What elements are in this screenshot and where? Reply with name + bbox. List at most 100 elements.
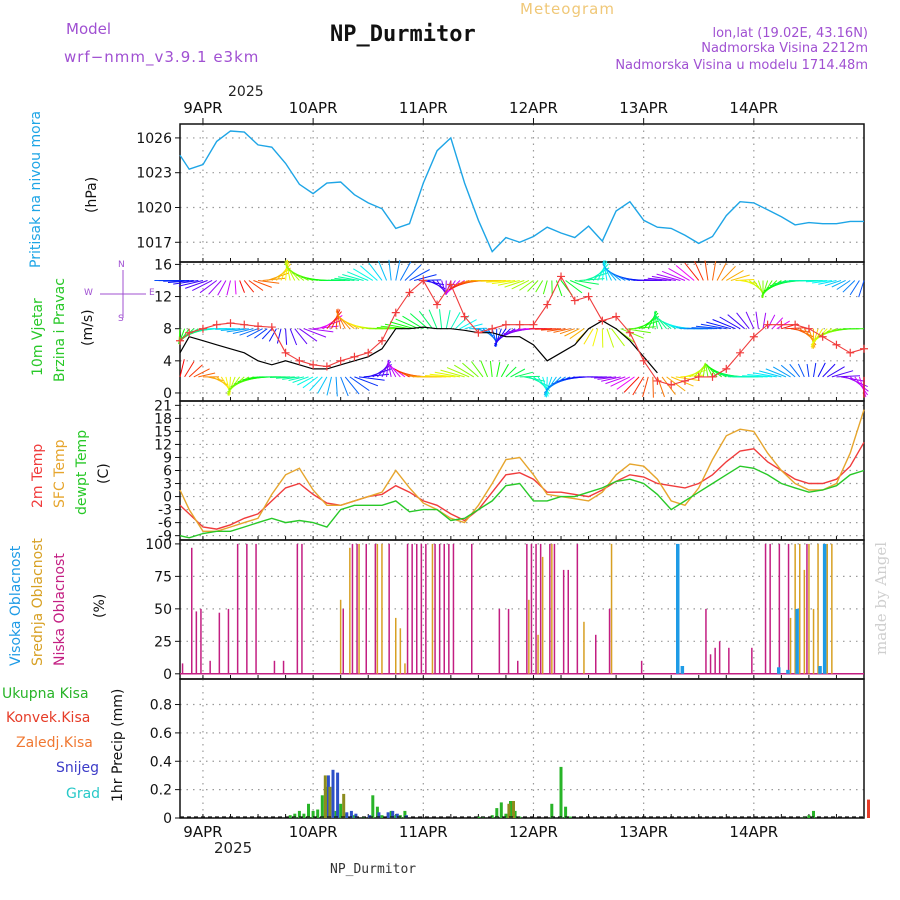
cloud-bar — [806, 543, 808, 674]
wind-speed-marker — [639, 356, 648, 365]
wind-arrow — [389, 321, 415, 330]
wind-speed-marker — [295, 356, 304, 365]
wind-arrow — [358, 376, 385, 381]
wind-arrow — [489, 360, 493, 377]
wind-arrow — [504, 280, 525, 288]
wind-arrow — [632, 376, 645, 396]
wind-arrow — [184, 361, 195, 378]
wind-arrow — [822, 363, 836, 378]
precip-bar — [504, 813, 508, 818]
precip-bar — [288, 815, 292, 818]
wind-arrow — [409, 313, 429, 330]
precip-bar — [377, 812, 381, 818]
y-tick-label: 1023 — [136, 166, 172, 182]
cloud-bar — [789, 617, 792, 674]
wind-speed-marker — [185, 328, 194, 337]
wind-arrow — [178, 279, 204, 287]
precip-label-conv: Konvek.Kisa — [6, 710, 91, 726]
precip-bar — [513, 810, 517, 818]
wind-arrow — [789, 363, 801, 378]
wind-arrow — [797, 363, 805, 378]
wind-arrow — [303, 328, 327, 338]
wind-arrow — [179, 359, 185, 378]
wind-speed-marker — [763, 320, 772, 329]
wind-arrow — [564, 328, 580, 337]
wind-arrow — [261, 328, 273, 340]
precip-bar — [349, 810, 353, 818]
wind-arrow — [610, 376, 631, 387]
wind-arrow — [601, 376, 621, 382]
wind-speed-marker — [612, 312, 621, 321]
wind-arrow — [254, 328, 268, 339]
y-tick-label: 0 — [163, 386, 172, 402]
precip-bar — [495, 808, 499, 818]
wind-arrow — [747, 374, 773, 378]
wind-arrow — [675, 265, 695, 281]
wind-arrow — [719, 316, 741, 330]
wind-arrow — [544, 376, 553, 398]
wind-speed-marker — [240, 320, 249, 329]
wind-arrow — [275, 376, 295, 379]
wind-speed-marker — [350, 352, 359, 361]
compass-south: S — [118, 314, 124, 324]
cloud-bar — [786, 669, 790, 674]
precip-bar — [812, 810, 815, 818]
panel-frame — [179, 539, 865, 680]
y-tick-label: 0 — [163, 490, 172, 506]
wind-arrow — [232, 328, 254, 334]
temp-ylabel-1: 2m Temp — [30, 443, 46, 508]
wind-arrow — [772, 366, 791, 378]
cloud-bar — [608, 608, 611, 674]
wind-arrow — [455, 315, 470, 330]
cloud-bar — [567, 569, 569, 674]
cloud-bar — [778, 543, 781, 674]
compass-north: N — [118, 260, 125, 270]
cloud-bar — [425, 543, 427, 674]
wind-arrow — [712, 319, 736, 330]
wind-arrow — [831, 280, 846, 288]
y-tick-label: 16 — [154, 257, 172, 273]
cloud-bar — [812, 608, 815, 674]
precip-bar — [342, 793, 346, 818]
wind-arrow — [276, 263, 292, 281]
cloud-bar — [209, 660, 211, 674]
wind-arrow — [268, 328, 277, 342]
wind-arrow — [579, 278, 605, 281]
y-tick-label: 4 — [163, 354, 172, 370]
wind-speed-marker — [791, 320, 800, 329]
wind-arrow — [661, 270, 686, 281]
wind-arrow — [849, 280, 860, 296]
wind-arrow — [542, 376, 549, 397]
wind-arrow — [395, 259, 401, 281]
wind-arrow — [684, 262, 700, 281]
wind-speed-marker — [198, 324, 207, 333]
precip-bar — [302, 813, 306, 818]
wind-arrow — [377, 260, 388, 281]
wind-arrow — [395, 318, 419, 330]
wind-arrow — [811, 279, 832, 284]
y-tick-label: 0.6 — [150, 726, 172, 742]
wind-arrow — [302, 376, 319, 389]
wind-arrow — [334, 277, 355, 281]
cloud-bar — [349, 547, 351, 674]
wind-speed-marker — [722, 364, 731, 373]
cloud-bar — [583, 621, 585, 674]
wind-arrow — [353, 268, 374, 281]
wind-arrow — [299, 328, 318, 342]
wind-speed-marker — [749, 332, 758, 341]
wind-speed-marker — [433, 300, 442, 309]
wind-arrow — [497, 279, 520, 286]
y-tick-label: -3 — [158, 503, 172, 519]
gust-line — [179, 320, 658, 374]
precip-bar — [391, 810, 395, 818]
wind-arrow — [399, 261, 412, 281]
precip-bar — [311, 810, 315, 818]
cloud-bar — [817, 543, 819, 674]
cloud-bar — [610, 543, 613, 674]
wind-speed-marker — [267, 323, 276, 332]
cloud-bar — [416, 543, 418, 674]
wind-arrow — [813, 362, 817, 377]
year-bottom: 2025 — [214, 839, 253, 857]
wind-arrow — [605, 376, 626, 385]
precip-bar — [395, 813, 399, 818]
